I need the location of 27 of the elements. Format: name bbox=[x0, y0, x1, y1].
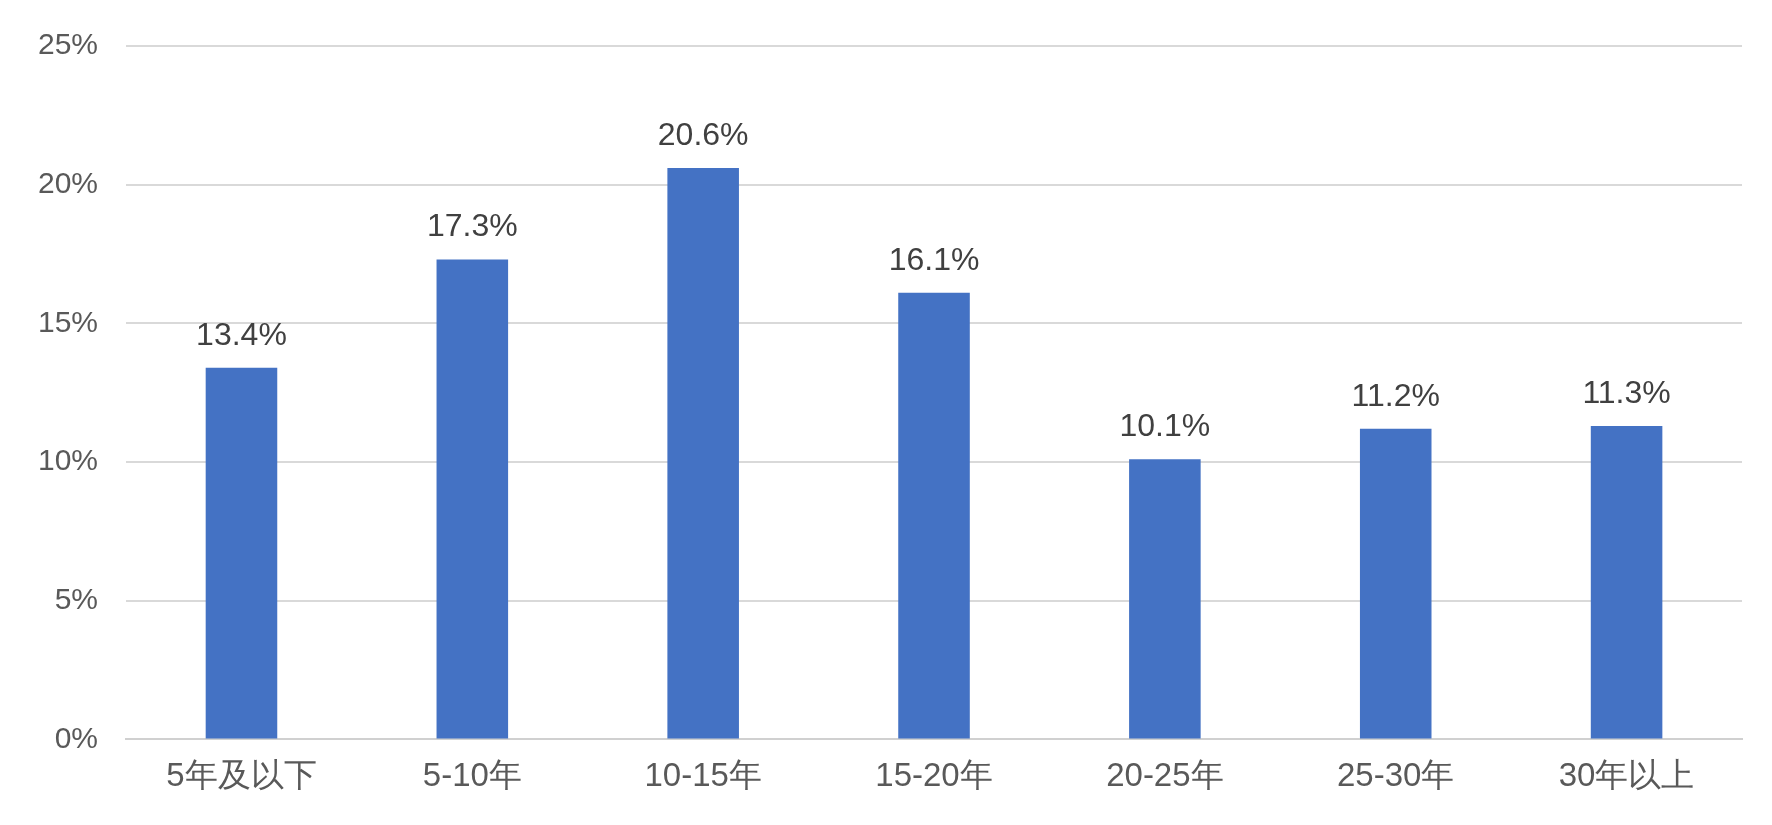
bar bbox=[667, 168, 739, 739]
data-label: 20.6% bbox=[657, 115, 749, 152]
y-tick-label: 10% bbox=[38, 443, 99, 477]
bar bbox=[1129, 459, 1201, 739]
y-tick-label: 15% bbox=[38, 304, 99, 338]
data-label: 11.2% bbox=[1351, 376, 1440, 413]
data-label: 11.3% bbox=[1582, 373, 1671, 410]
x-tick-label: 20-25年 bbox=[1106, 756, 1224, 794]
x-tick-label: 5-10年 bbox=[422, 756, 522, 794]
bar bbox=[205, 367, 278, 739]
y-tick-label: 5% bbox=[54, 581, 99, 615]
x-tick-label: 30年以上 bbox=[1558, 756, 1695, 794]
x-tick-label: 15-20年 bbox=[875, 756, 993, 794]
x-tick-label: 25-30年 bbox=[1337, 756, 1455, 794]
y-tick-label: 0% bbox=[54, 720, 99, 754]
data-label: 17.3% bbox=[426, 207, 518, 244]
data-label: 13.4% bbox=[196, 315, 287, 352]
bar bbox=[436, 259, 509, 739]
bar bbox=[1590, 425, 1663, 739]
bar bbox=[1359, 428, 1432, 739]
x-tick-label: 10-15年 bbox=[644, 756, 762, 794]
data-label: 10.1% bbox=[1119, 407, 1211, 444]
x-tick-label: 5年及以下 bbox=[166, 756, 317, 794]
bar bbox=[898, 292, 970, 739]
y-tick-label: 20% bbox=[38, 165, 99, 199]
data-label: 16.1% bbox=[888, 240, 980, 277]
y-tick-label: 25% bbox=[38, 27, 99, 61]
